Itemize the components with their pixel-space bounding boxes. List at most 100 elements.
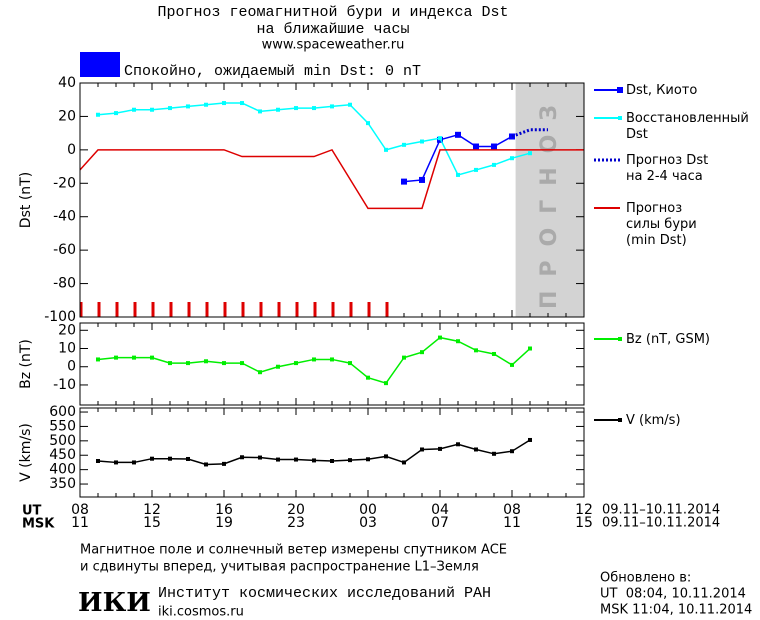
y-tick-label: 600 [49, 404, 76, 420]
point [366, 121, 370, 126]
point [510, 156, 514, 161]
point [276, 364, 280, 369]
point [456, 339, 460, 344]
point [402, 355, 406, 360]
legend-label: V (km/s) [626, 413, 681, 428]
legend-marker [618, 418, 622, 422]
point [510, 362, 514, 367]
y-tick-label: -100 [44, 309, 76, 325]
legend-label: Dst, Киото [626, 83, 697, 98]
legend-label: Bz (nT, GSM) [626, 332, 710, 347]
forecast-label: ПРОГНОЗ [537, 91, 562, 309]
point [204, 102, 208, 107]
msk-range: 09.11–10.11.2014 [602, 516, 720, 531]
x-tick-label: 19 [215, 515, 233, 531]
panel-frame [79, 82, 585, 318]
point [456, 442, 460, 447]
x-tick-label: 11 [503, 515, 521, 531]
legend-label: Восстановленный Dst [626, 111, 749, 142]
point [150, 107, 154, 112]
point [114, 355, 118, 360]
y-tick-label: 550 [49, 418, 76, 434]
point [402, 460, 406, 465]
point [168, 456, 172, 461]
point [240, 455, 244, 460]
point [96, 458, 100, 463]
x-tick-label: 07 [431, 515, 449, 531]
x-tick-label: 12 [575, 502, 593, 518]
y-tick-label: -20 [53, 175, 76, 191]
x-tick-label: 00 [359, 502, 377, 518]
point [258, 370, 262, 375]
point [492, 451, 496, 456]
x-tick-label: 03 [359, 515, 377, 531]
legend-label: Прогноз Dst на 2-4 часа [626, 153, 708, 184]
x-tick-label: 11 [71, 515, 89, 531]
point [510, 449, 514, 454]
x-tick-label: 20 [287, 502, 305, 518]
point [204, 359, 208, 364]
point [96, 112, 100, 117]
legend-marker [617, 87, 623, 93]
y-tick-label: 350 [49, 476, 76, 492]
x-tick-label: 23 [287, 515, 305, 531]
point [168, 106, 172, 111]
note: и сдвинуты вперед, учитывая распростране… [80, 560, 479, 575]
point [312, 458, 316, 463]
point [204, 462, 208, 467]
x-tick-label: 08 [503, 502, 521, 518]
point [528, 437, 532, 442]
point [420, 139, 424, 144]
site: www.spaceweather.ru [262, 38, 405, 53]
point [132, 355, 136, 360]
point [474, 447, 478, 452]
x-tick-label: 15 [143, 515, 161, 531]
point [276, 107, 280, 112]
point [222, 361, 226, 366]
panel-frame [79, 407, 585, 498]
institute: Институт космических исследований РАН [158, 585, 491, 602]
point [384, 381, 388, 386]
point [384, 147, 388, 152]
point [294, 361, 298, 366]
panel-frame [79, 322, 585, 406]
point [366, 457, 370, 462]
updated-label: Обновлено в: [600, 571, 691, 586]
x-tick-label: 15 [575, 515, 593, 531]
x-tick-label: 12 [143, 502, 161, 518]
point [528, 151, 532, 156]
point [438, 136, 442, 141]
point [186, 456, 190, 461]
point [492, 351, 496, 356]
point [96, 357, 100, 362]
y-axis-label: Dst (nT) [18, 172, 34, 228]
x-tick-label: 04 [431, 502, 449, 518]
point [492, 162, 496, 167]
point [474, 348, 478, 353]
point [491, 143, 497, 150]
updated-msk: MSK 11:04, 10.11.2014 [600, 603, 752, 618]
x-tick-label: 08 [71, 502, 89, 518]
updated-ut: UT 08:04, 10.11.2014 [600, 587, 746, 602]
point [132, 107, 136, 112]
point [222, 101, 226, 106]
y-tick-label: 20 [58, 108, 76, 124]
series-line [79, 148, 584, 210]
y-tick-label: 20 [58, 322, 76, 338]
point [240, 101, 244, 106]
point [114, 111, 118, 116]
y-axis-label: Bz (nT) [18, 339, 34, 389]
y-tick-label: 10 [58, 341, 76, 357]
note: Магнитное поле и солнечный ветер измерен… [80, 543, 507, 558]
point [473, 143, 479, 150]
point [474, 167, 478, 172]
legend-marker [618, 116, 622, 120]
status-indicator [80, 52, 120, 77]
point [222, 461, 226, 466]
y-tick-label: 450 [49, 447, 76, 463]
point [312, 357, 316, 362]
point [438, 446, 442, 451]
point [420, 447, 424, 452]
point [455, 131, 461, 138]
